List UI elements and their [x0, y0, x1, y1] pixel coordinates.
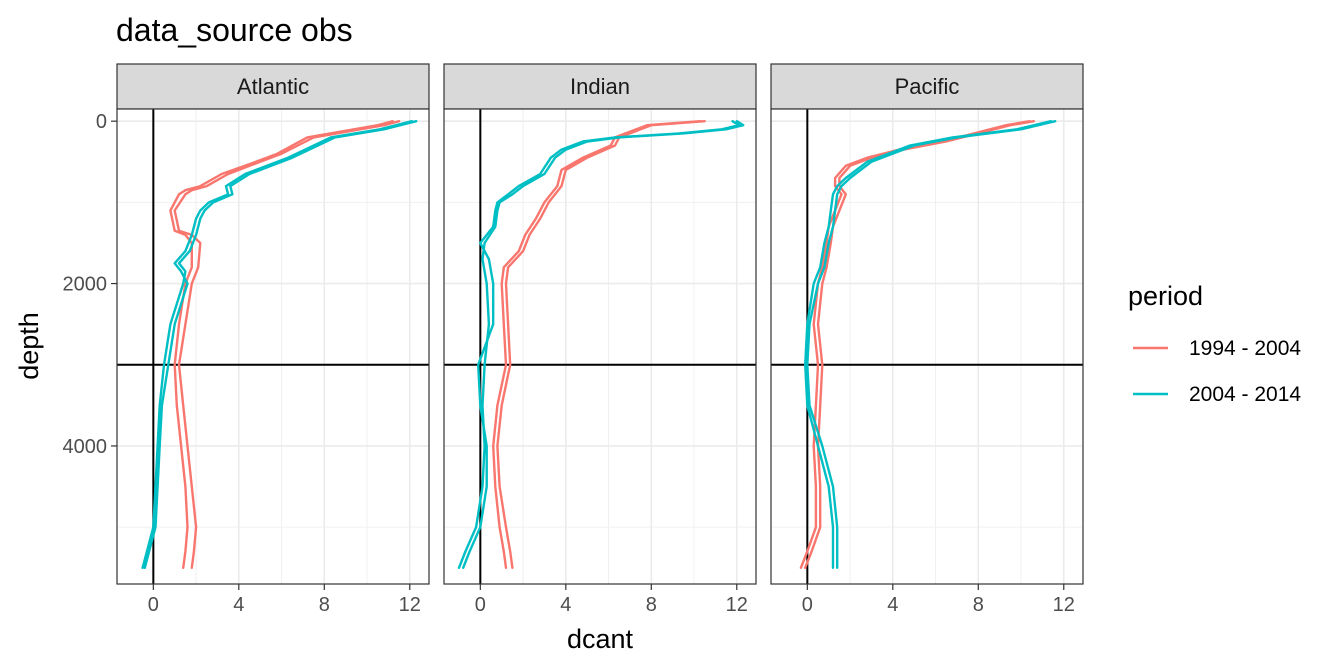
y-tick-label: 2000 [63, 274, 108, 296]
legend: period 1994 - 2004 2004 - 2014 [1128, 281, 1301, 406]
facet-panel-indian: Indian 0 4 8 12 [443, 63, 757, 616]
x-tick-label: 4 [233, 594, 244, 616]
y-tick-label: 0 [96, 111, 107, 133]
facet-strip [443, 63, 757, 110]
x-tick-label: 0 [475, 594, 486, 616]
facet-strip-label: Atlantic [237, 74, 309, 99]
x-axis-title: dcant [567, 624, 634, 654]
x-tick-label: 0 [148, 594, 159, 616]
facet-panel-pacific: Pacific 0 4 8 12 [770, 63, 1084, 616]
facet-strip-label: Indian [570, 74, 630, 99]
series-line-1994-2004 [496, 120, 706, 569]
legend-label: 1994 - 2004 [1189, 337, 1301, 360]
panel-border [770, 108, 1084, 585]
panel-border [116, 108, 430, 585]
x-tick-label: 12 [399, 594, 421, 616]
x-tick-label: 8 [319, 594, 330, 616]
facet-strip [770, 63, 1084, 110]
legend-label: 2004 - 2014 [1189, 383, 1301, 406]
x-tick-label: 0 [802, 594, 813, 616]
panel-border [443, 108, 757, 585]
panel-background [117, 109, 429, 584]
series-line-2004-2014 [143, 120, 414, 569]
series-line-2004-2014 [462, 120, 741, 569]
x-tick-label: 8 [646, 594, 657, 616]
x-tick-label: 8 [973, 594, 984, 616]
panel-background [771, 109, 1083, 584]
x-tick-label: 4 [560, 594, 571, 616]
facet-panel-atlantic: Atlantic 0 4 8 12 0 2000 4000 [63, 63, 430, 616]
series-line-1994-2004 [492, 120, 702, 569]
x-tick-label: 12 [1053, 594, 1075, 616]
panel-background [444, 109, 756, 584]
x-tick-label: 4 [887, 594, 898, 616]
series-line-2004-2014 [804, 120, 1053, 569]
series-line-2004-2014 [806, 120, 1057, 569]
facet-strip-label: Pacific [895, 74, 960, 99]
legend-title: period [1128, 281, 1203, 311]
series-line-2004-2014 [141, 120, 418, 569]
series-line-1994-2004 [169, 120, 394, 569]
y-axis-title: depth [14, 312, 44, 380]
y-tick-label: 4000 [63, 436, 108, 458]
facet-strip [116, 63, 430, 110]
x-tick-label: 12 [726, 594, 748, 616]
chart-title: data_source obs [116, 12, 353, 48]
